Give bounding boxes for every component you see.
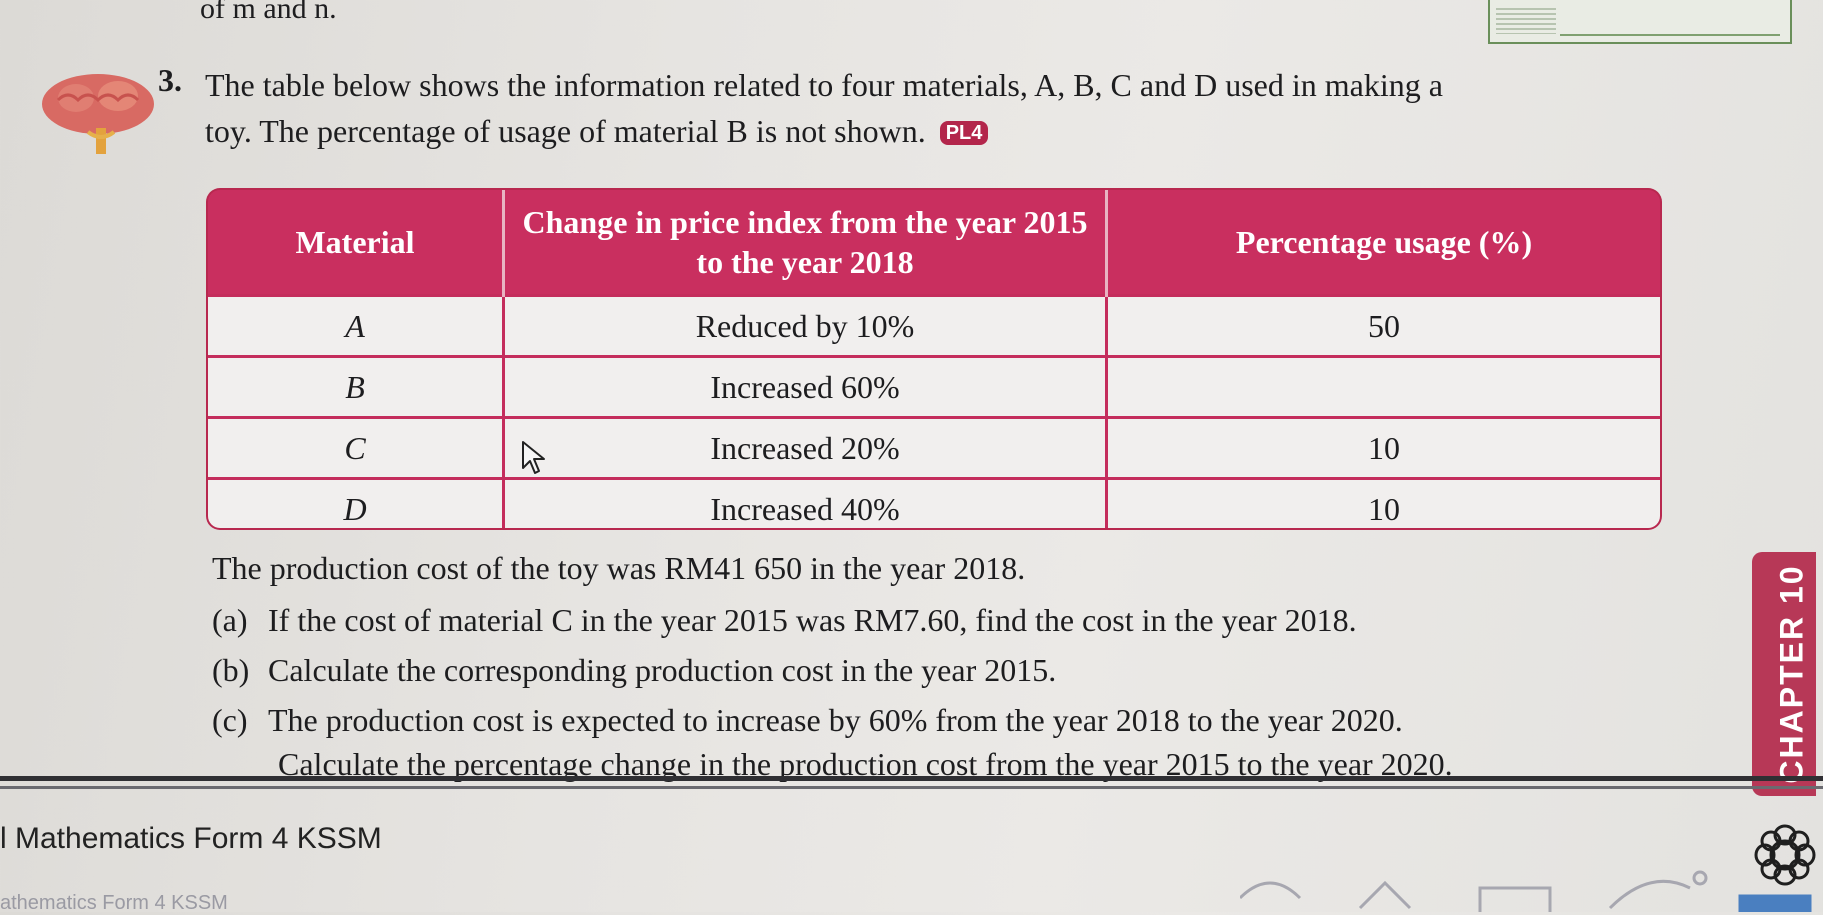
header-price-index-change: Change in price index from the year 2015… [503,190,1108,296]
part-c: (c) The production cost is expected to in… [212,702,1403,739]
show-through-footer: athematics Form 4 KSSM [0,892,228,914]
part-text: Calculate the corresponding production c… [268,652,1057,688]
brain-icon [42,74,154,154]
cell-change: Increased 60% [503,355,1108,418]
cell-usage: 50 [1106,294,1660,357]
cell-change: Increased 40% [503,477,1108,528]
cursor-arrow-icon [522,441,545,474]
cell-change: Increased 20% [503,416,1108,479]
cell-material: C [208,416,505,479]
part-a: (a) If the cost of material C in the year… [212,602,1357,639]
header-material: Material [208,190,505,296]
materials-table: Material Change in price index from the … [208,190,1660,528]
part-text: If the cost of material C in the year 20… [268,602,1357,638]
flower-icon [1754,824,1816,886]
table-row: B Increased 60% [208,355,1660,418]
footer-rule-thin [0,786,1823,789]
table-row: A Reduced by 10% 50 [208,294,1660,357]
thumbnail-divider [1560,34,1780,36]
header-percentage-usage: Percentage usage (%) [1106,190,1660,296]
part-tag: (c) [212,702,248,738]
cell-material: D [208,477,505,528]
table-row: D Increased 40% 10 [208,477,1660,528]
intro-line-2: toy. The percentage of usage of material… [205,113,926,149]
performance-level-badge: PL4 [939,121,989,145]
footer-book-title: l Mathematics Form 4 KSSM [0,822,382,856]
cell-change: Reduced by 10% [503,294,1108,357]
thumbnail-text-lines [1496,8,1556,34]
cell-usage: 10 [1106,477,1660,528]
show-through-diagrams [1240,870,1812,912]
table-row: C Increased 20% 10 [208,416,1660,479]
cell-usage: 10 [1106,416,1660,479]
part-text: The production cost is expected to incre… [268,702,1403,738]
cell-usage [1106,355,1660,418]
intro-line-1: The table below shows the information re… [205,67,1443,103]
cell-material: B [208,355,505,418]
page-thumbnail [1488,0,1792,44]
chapter-tab [1752,552,1816,796]
previous-question-fragment: of m and n. [200,0,337,25]
question-number: 3. [158,62,182,98]
question-intro: The table below shows the information re… [205,62,1705,154]
problem-statement: The production cost of the toy was RM41 … [212,550,1026,586]
footer-text: l Mathematics Form 4 KSSM [0,822,382,855]
cell-material: A [208,294,505,357]
part-tag: (b) [212,652,250,688]
part-b: (b) Calculate the corresponding productio… [212,652,1056,689]
chapter-label: CHAPTER 10 [1773,564,1810,784]
part-tag: (a) [212,602,248,638]
footer-rule [0,776,1823,781]
